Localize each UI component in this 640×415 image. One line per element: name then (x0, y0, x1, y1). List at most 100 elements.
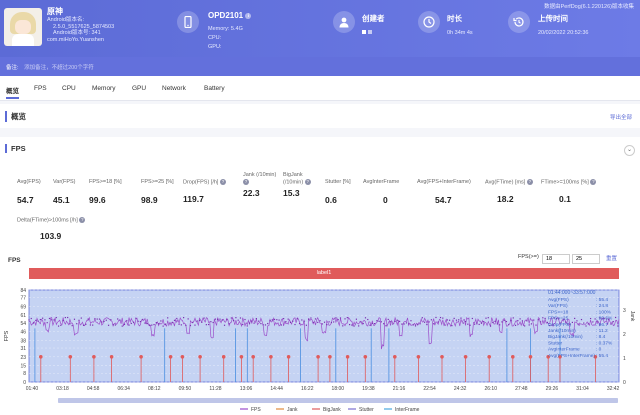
fps-point (71, 325, 73, 327)
fps-point (221, 319, 223, 321)
fps-point (60, 324, 62, 326)
fps-threshold-1-input[interactable] (542, 254, 570, 264)
fps-point (139, 321, 142, 323)
x-tick-label: 31:04 (576, 386, 589, 392)
fps-point (103, 320, 105, 323)
fps-point (410, 320, 412, 322)
jank-point (269, 355, 273, 359)
fps-point (223, 324, 226, 326)
y2-tick-label: 0 (623, 380, 626, 386)
help-icon[interactable]: ? (243, 178, 249, 185)
fps-point (494, 320, 496, 322)
tab-network[interactable]: Network (162, 85, 186, 92)
fps-point (196, 320, 198, 322)
note-input[interactable]: 添加备注，不超过200个字符 (24, 65, 94, 71)
tab-memory[interactable]: Memory (92, 85, 116, 92)
tab-cpu[interactable]: CPU (62, 85, 76, 92)
fps-point (101, 321, 103, 323)
fps-point (39, 318, 41, 321)
fps-point (546, 321, 548, 323)
fps-point (273, 318, 276, 320)
fps-point (260, 322, 262, 325)
app-name: 原神 (47, 7, 63, 16)
tooltip-key: AvgInterFrame (548, 347, 580, 353)
fps-title: FPS (5, 144, 26, 153)
y2-axis: 0 1 2 3 Jank (623, 308, 635, 386)
export-all-link[interactable]: 导出全部 (609, 115, 632, 121)
fps-point (62, 319, 64, 322)
fps-point (321, 323, 323, 325)
tab-overview[interactable]: 概览 (6, 85, 19, 99)
fps-point (476, 322, 478, 324)
reset-button[interactable]: 重置 (606, 256, 618, 262)
y-tick-label: 61 (20, 313, 26, 319)
help-icon[interactable]: ? (219, 179, 226, 185)
fps-point (155, 322, 157, 324)
fps-point (549, 324, 551, 327)
metric-var-fps: Var(FPS) 45.1 (53, 179, 76, 205)
fps-point (333, 321, 335, 323)
timeline-scrollbar[interactable] (58, 398, 618, 403)
y2-tick-label: 1 (623, 356, 626, 362)
fps-point (551, 324, 553, 326)
fps-point (233, 319, 235, 322)
fps-point (180, 324, 182, 326)
tooltip-value: : 0.37% (596, 340, 613, 346)
legend-label: Stutter (359, 407, 374, 413)
y-tick-label: 23 (20, 355, 26, 361)
tab-battery[interactable]: Battery (204, 85, 225, 92)
fps-point (96, 318, 98, 320)
fps-point (294, 323, 296, 326)
device-info: Memory: 5.4G CPU: GPU: (208, 26, 243, 50)
fps-point (303, 320, 305, 323)
fps-point (426, 323, 428, 326)
selection-area[interactable] (28, 289, 620, 383)
fps-point (355, 318, 357, 320)
fps-point (80, 317, 82, 319)
metric-avg-fps-interframe: Avg(FPS+InterFrame) 54.7 (417, 179, 471, 205)
tab-gpu[interactable]: GPU (132, 85, 147, 92)
fps-point (132, 321, 135, 323)
legend-label: BigJank (323, 407, 341, 413)
help-icon[interactable]: ? (590, 179, 597, 185)
app-info: Android版本名: 2.5.0_5517625_5874503 Androi… (47, 17, 115, 43)
fps-threshold-1[interactable] (542, 254, 570, 264)
collapse-toggle[interactable]: ⌄ (624, 145, 635, 156)
fps-threshold-2-input[interactable] (572, 254, 600, 264)
y-tick-label: 77 (20, 296, 26, 302)
fps-point (178, 323, 180, 325)
jank-point (198, 355, 202, 359)
fps-point (308, 318, 310, 320)
fps-point (205, 324, 207, 326)
help-icon[interactable]: ? (526, 179, 533, 185)
fps-point (237, 319, 239, 321)
fps-point (610, 323, 612, 325)
fps-point (337, 319, 339, 321)
perfdog-version-link[interactable]: 数据由PerfDog(6.1.220126)版本收集 (544, 4, 634, 10)
fps-point (471, 317, 473, 320)
y-axis: FPS 0 815 23 31 38 46 54 61 69 77 84 (4, 288, 26, 386)
tooltip-key: Jank(/10min) (548, 328, 576, 334)
fps-point (92, 324, 94, 326)
tab-fps[interactable]: FPS (34, 85, 47, 92)
fps-point (123, 323, 126, 325)
help-icon[interactable]: ? (79, 217, 86, 223)
fps-point (451, 325, 453, 327)
fps-point (535, 324, 537, 326)
fps-point (439, 316, 442, 319)
fps-point (73, 318, 76, 320)
fps-threshold-2[interactable] (572, 254, 600, 264)
jank-point (393, 355, 397, 359)
fps-point (262, 324, 264, 326)
fps-point (94, 318, 96, 320)
fps-point (378, 320, 380, 322)
help-icon[interactable]: ? (304, 178, 311, 185)
fps-point (214, 318, 217, 320)
y-tick-label: 38 (20, 338, 26, 344)
y-tick-label: 0 (23, 380, 26, 386)
fps-point (596, 320, 599, 322)
fps-point (505, 321, 508, 323)
jank-point (546, 355, 550, 359)
y2-tick-label: 2 (623, 332, 626, 338)
